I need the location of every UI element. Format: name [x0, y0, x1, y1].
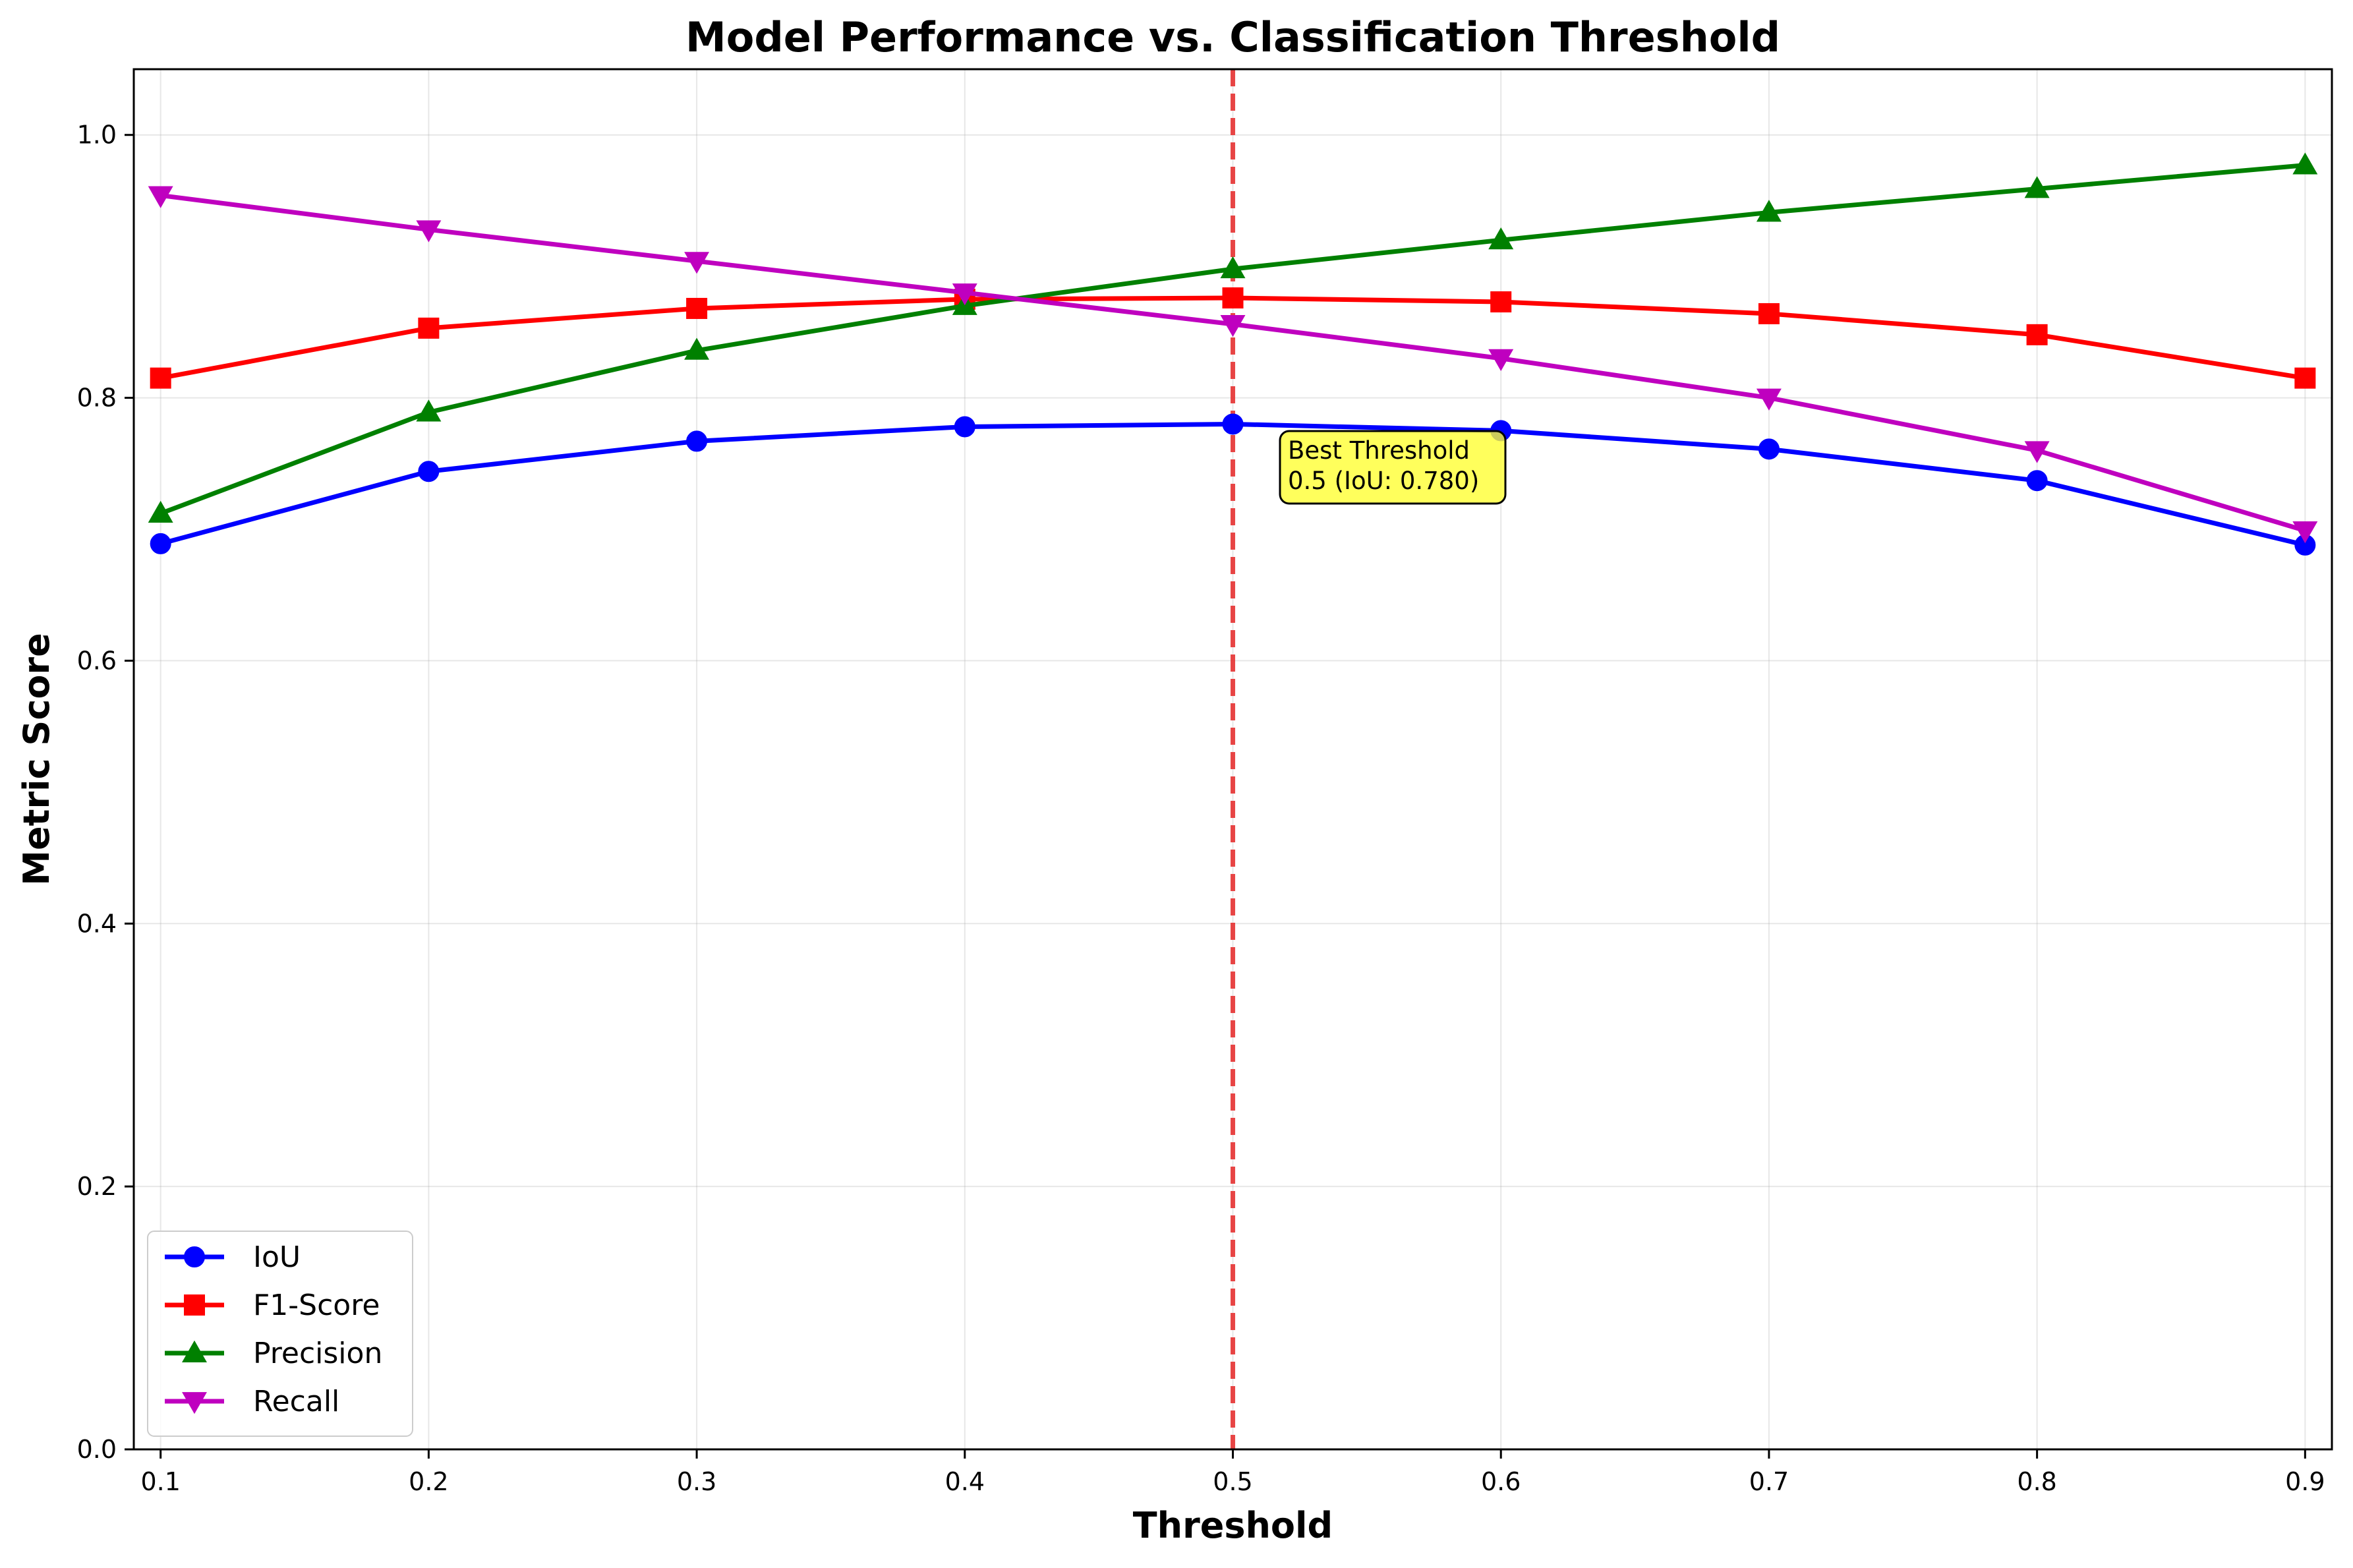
precision-point	[1488, 227, 1514, 250]
annotation-text: Best Threshold	[1288, 436, 1470, 465]
legend-marker	[182, 1392, 207, 1414]
f1-score-point	[1222, 287, 1244, 309]
precision-point	[684, 337, 710, 360]
f1-score-point	[2294, 367, 2316, 389]
legend-item-precision: Precision	[165, 1337, 382, 1370]
recall-point	[1488, 349, 1514, 372]
iou-point	[686, 430, 708, 452]
x-tick-label: 0.8	[2017, 1467, 2056, 1496]
x-tick-label: 0.9	[2285, 1467, 2325, 1496]
series-iou	[150, 413, 2316, 556]
recall-point	[952, 283, 977, 306]
f1-score-point	[686, 297, 708, 319]
series-recall	[148, 186, 2318, 544]
recall-point	[2024, 441, 2050, 463]
annotation-text: 0.5 (IoU: 0.780)	[1288, 467, 1479, 495]
precision-point	[1220, 256, 1246, 279]
y-tick-label: 0.4	[77, 909, 117, 938]
legend-marker	[182, 1340, 207, 1362]
legend-marker	[184, 1294, 205, 1316]
legend: IoU F1-Score Precision Recall	[147, 1231, 413, 1437]
y-tick-label: 0.0	[77, 1435, 117, 1464]
x-tick-label: 0.3	[677, 1467, 716, 1496]
legend-label: Recall	[253, 1385, 339, 1418]
legend-label: IoU	[253, 1240, 301, 1274]
recall-point	[684, 252, 710, 274]
f1-score-point	[1490, 291, 1512, 312]
f1-score-point	[418, 317, 440, 339]
iou-point	[1222, 413, 1244, 435]
iou-point	[1758, 438, 1780, 460]
recall-point	[1220, 314, 1246, 337]
y-tick-label: 0.8	[77, 384, 117, 413]
iou-point	[150, 533, 171, 554]
legend-box	[147, 1231, 413, 1437]
recall-point	[148, 186, 173, 208]
y-tick-label: 0.6	[77, 646, 117, 675]
series-f1-score	[150, 287, 2316, 389]
x-tick-label: 0.6	[1481, 1467, 1521, 1496]
legend-label: Precision	[253, 1337, 382, 1370]
f1-score-point	[150, 367, 171, 389]
f1-score-point	[2026, 324, 2048, 345]
chart-title: Model Performance vs. Classification Thr…	[685, 13, 1780, 61]
legend-item-recall: Recall	[165, 1385, 339, 1418]
x-tick-label: 0.1	[140, 1467, 180, 1496]
annotation-box	[1279, 430, 1507, 505]
y-axis-label: Metric Score	[16, 633, 57, 885]
series-precision	[148, 152, 2318, 523]
recall-point	[416, 220, 442, 243]
iou-point	[418, 461, 440, 482]
x-axis-label: Threshold	[1133, 1505, 1333, 1546]
precision-point	[148, 500, 173, 523]
legend-label: F1-Score	[253, 1289, 380, 1322]
series-layer	[148, 152, 2318, 556]
x-tick-label: 0.5	[1213, 1467, 1252, 1496]
x-tick-label: 0.4	[945, 1467, 985, 1496]
recall-point	[2292, 521, 2318, 544]
precision-point	[416, 399, 442, 422]
iou-point	[954, 416, 975, 438]
x-tick-label: 0.2	[409, 1467, 448, 1496]
y-tick-label: 0.2	[77, 1172, 117, 1201]
f1-score-point	[1758, 303, 1780, 324]
legend-item-iou: IoU	[165, 1240, 301, 1274]
precision-point	[2024, 176, 2050, 198]
legend-marker	[184, 1246, 205, 1267]
iou-point	[2026, 470, 2048, 492]
x-tick-label: 0.7	[1749, 1467, 1789, 1496]
axis-ticks: 0.1 0.2 0.3 0.4 0.5 0.6 0.7 0.8 0.9 0.0 0.2 0.4 0.6 0…	[77, 121, 2325, 1496]
recall-point	[1756, 388, 1782, 411]
legend-item-f1-score: F1-Score	[165, 1289, 380, 1322]
y-tick-label: 1.0	[77, 121, 117, 150]
precision-point	[1756, 200, 1782, 222]
precision-point	[2292, 152, 2318, 175]
